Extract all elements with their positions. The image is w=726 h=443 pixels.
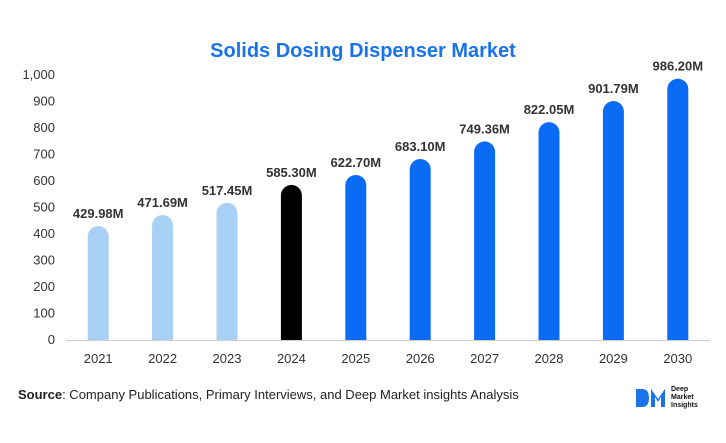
bar-2030	[667, 78, 689, 340]
bar-2029	[602, 101, 624, 340]
x-tick-label: 2030	[663, 351, 692, 366]
x-tick-label: 2024	[277, 351, 306, 366]
data-label-2028: 822.05M	[524, 102, 575, 117]
logo-line-1: Deep	[671, 386, 689, 393]
x-axis: 2021 2022 2023 2024 2025 2026 2027 2028 2029 2030	[66, 340, 710, 366]
y-tick-label: 0	[48, 332, 55, 347]
y-tick-label: 300	[33, 253, 55, 268]
source-note: Source: Company Publications, Primary In…	[18, 387, 519, 402]
y-tick-label: 900	[33, 94, 55, 109]
x-tick-label: 2023	[213, 351, 242, 366]
bar-2024	[280, 184, 302, 340]
bar-2025	[345, 174, 367, 340]
data-label-2029: 901.79M	[588, 81, 639, 96]
y-tick-label: 200	[33, 279, 55, 294]
y-tick-label: 800	[33, 120, 55, 135]
logo-wordmark: Deep Market Insights	[671, 386, 698, 410]
bar-2023	[216, 202, 238, 340]
x-tick-label: 2026	[406, 351, 435, 366]
y-tick-label: 1,000	[22, 67, 55, 82]
data-labels: 429.98M 471.69M 517.45M 585.30M 622.70M 683.1…	[73, 59, 703, 221]
y-tick-label: 500	[33, 200, 55, 215]
y-tick-label: 100	[33, 306, 55, 321]
chart-title: Solids Dosing Dispenser Market	[210, 40, 516, 62]
x-tick-label: 2025	[341, 351, 370, 366]
bar-2028	[538, 122, 560, 340]
logo-line-2: Market	[671, 394, 694, 401]
logo-line-3: Insights	[671, 402, 698, 409]
data-label-2021: 429.98M	[73, 206, 124, 221]
source-text: : Company Publications, Primary Intervie…	[62, 387, 519, 402]
y-tick-label: 700	[33, 147, 55, 162]
data-label-2023: 517.45M	[202, 183, 253, 198]
dm-logo-icon	[636, 389, 665, 407]
bar-2026	[409, 158, 431, 340]
company-logo: Deep Market Insights	[634, 386, 698, 410]
x-tick-label: 2029	[599, 351, 628, 366]
y-tick-label: 400	[33, 226, 55, 241]
source-label: Source	[18, 387, 63, 402]
y-axis: 0 100 200 300 400 500 600 700 800 900 1,000	[22, 67, 55, 347]
data-label-2022: 471.69M	[137, 195, 188, 210]
x-tick-label: 2027	[470, 351, 499, 366]
data-label-2026: 683.10M	[395, 139, 446, 154]
x-tick-label: 2028	[535, 351, 564, 366]
chart: Solids Dosing Dispenser Market 0 100 200 30…	[22, 40, 710, 366]
data-label-2024: 585.30M	[266, 165, 317, 180]
bar-2027	[474, 141, 496, 340]
x-tick-label: 2021	[84, 351, 113, 366]
bars	[87, 78, 689, 340]
bar-2022	[152, 215, 174, 340]
data-label-2025: 622.70M	[331, 155, 382, 170]
bar-2021	[87, 226, 109, 340]
data-label-2030: 986.20M	[653, 59, 704, 74]
data-label-2027: 749.36M	[459, 121, 510, 136]
y-tick-label: 600	[33, 173, 55, 188]
x-tick-label: 2022	[148, 351, 177, 366]
